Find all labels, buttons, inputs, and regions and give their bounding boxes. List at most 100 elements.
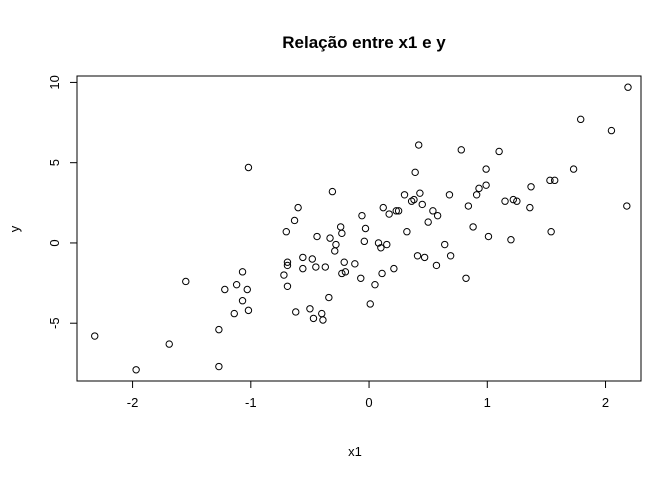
x-tick-label: 1 (484, 395, 491, 410)
data-point (331, 247, 339, 255)
data-point (318, 309, 326, 318)
y-axis-label: y (7, 225, 22, 232)
data-point (309, 314, 318, 323)
data-point (400, 191, 409, 199)
data-point (332, 240, 340, 249)
data-point (357, 274, 365, 282)
data-point (360, 237, 369, 246)
data-point (132, 366, 140, 374)
data-point (446, 252, 455, 260)
data-point (292, 308, 300, 316)
data-point (484, 232, 493, 241)
data-point (550, 176, 559, 185)
data-point (319, 316, 327, 324)
data-points (91, 83, 632, 374)
data-point (624, 83, 632, 91)
data-point (244, 163, 253, 172)
data-point (475, 184, 483, 193)
data-point (312, 263, 320, 271)
data-point (243, 285, 251, 294)
data-point (495, 147, 503, 156)
data-point (338, 269, 346, 278)
data-point (230, 309, 238, 318)
y-tick-label: 10 (47, 75, 62, 89)
data-point (429, 207, 437, 215)
data-point (464, 202, 473, 210)
data-point (283, 258, 292, 266)
y-tick-label: -5 (47, 317, 62, 329)
data-point (410, 195, 418, 204)
data-point (306, 305, 314, 313)
data-point (290, 216, 299, 225)
data-point (482, 165, 490, 173)
data-point (221, 285, 229, 294)
data-point (282, 228, 290, 236)
data-point (215, 325, 223, 334)
x-tick-label: -1 (245, 395, 257, 410)
data-point (501, 197, 509, 205)
data-point (313, 232, 321, 241)
data-point (244, 306, 253, 315)
x-tick-label: 2 (602, 395, 609, 410)
data-point (340, 258, 348, 266)
data-point (326, 234, 334, 242)
data-point (623, 202, 631, 210)
x-axis: -2 -1 0 1 2 (127, 381, 609, 410)
data-point (283, 261, 292, 270)
data-point (299, 253, 307, 262)
data-point (379, 203, 387, 212)
data-point (441, 240, 449, 249)
y-tick-label: 5 (47, 159, 62, 166)
data-point (411, 168, 419, 177)
data-point (482, 181, 490, 189)
data-point (457, 146, 465, 154)
x-axis-label: x1 (348, 444, 362, 459)
x-tick-label: 0 (365, 395, 372, 410)
data-point (526, 203, 534, 212)
data-point (507, 236, 515, 244)
data-point (607, 126, 616, 135)
data-point (182, 277, 190, 286)
chart-title: Relação entre x1 e y (282, 33, 446, 52)
data-point (165, 340, 173, 348)
data-point (469, 223, 477, 231)
data-point (394, 207, 403, 215)
data-point (424, 218, 432, 226)
data-point (321, 263, 330, 271)
data-point (280, 271, 288, 279)
data-point (238, 268, 247, 276)
data-point (576, 115, 585, 124)
data-point (351, 260, 359, 268)
data-point (377, 244, 385, 252)
data-point (390, 264, 398, 273)
data-point (509, 195, 518, 204)
data-point (445, 191, 454, 199)
data-point (420, 253, 429, 262)
data-point (547, 228, 555, 236)
data-point (416, 189, 424, 197)
data-point (283, 282, 292, 290)
data-point (299, 264, 307, 273)
data-point (403, 228, 411, 236)
data-point (383, 240, 391, 249)
data-point (513, 197, 521, 205)
data-point (361, 224, 370, 233)
data-point (341, 268, 350, 276)
data-point (378, 269, 386, 278)
data-point (308, 255, 316, 263)
data-point (392, 207, 400, 215)
data-point (546, 176, 554, 185)
data-point (358, 211, 366, 220)
y-axis: -5 0 5 10 (47, 75, 77, 329)
plot-frame (76, 75, 642, 382)
data-point (371, 280, 379, 289)
data-point (413, 252, 422, 260)
data-point (569, 165, 578, 173)
data-point (385, 210, 393, 218)
data-point (338, 229, 346, 238)
data-point (462, 274, 470, 282)
data-point (232, 280, 241, 289)
data-point (238, 297, 247, 305)
data-point (433, 211, 442, 220)
